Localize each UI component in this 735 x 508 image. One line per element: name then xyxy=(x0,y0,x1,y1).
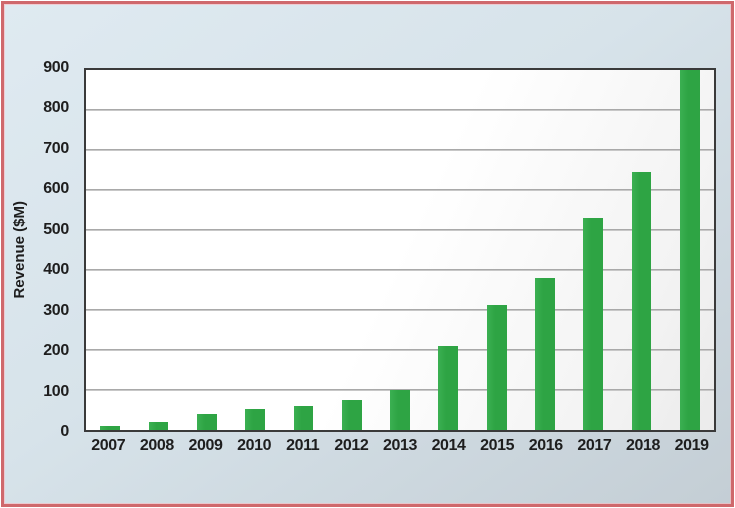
bar-slot-2013 xyxy=(376,70,424,430)
bar-2015 xyxy=(486,305,507,430)
bar-slot-2009 xyxy=(183,70,231,430)
bar-2019 xyxy=(680,70,700,430)
bar-2014 xyxy=(438,346,459,430)
y-tick-label-400: 400 xyxy=(43,261,69,279)
x-tick-label-2018: 2018 xyxy=(626,437,660,454)
gridline-200 xyxy=(86,349,714,352)
y-tick-label-200: 200 xyxy=(43,342,69,360)
gridline-300 xyxy=(86,309,714,311)
plot-area xyxy=(84,68,716,432)
y-tick-label-600: 600 xyxy=(43,180,69,198)
x-tick-label-2014: 2014 xyxy=(431,437,466,454)
bar-slot-2014 xyxy=(424,70,472,430)
x-tick-label-2017: 2017 xyxy=(577,437,612,454)
x-tick-label-2013: 2013 xyxy=(382,437,417,454)
bar-slot-2019 xyxy=(666,70,714,430)
x-tick-label-2015: 2015 xyxy=(480,437,515,454)
y-tick-label-900: 900 xyxy=(43,59,69,76)
x-tick-label-2019: 2019 xyxy=(674,437,709,454)
bar-2010 xyxy=(245,409,265,430)
bar-2007 xyxy=(100,426,121,430)
gridline-700 xyxy=(86,149,714,151)
x-tick-label-2012: 2012 xyxy=(334,437,369,454)
bar-2018 xyxy=(631,172,652,430)
x-tick-label-2011: 2011 xyxy=(286,437,320,454)
x-tick-label-2010: 2010 xyxy=(237,437,272,454)
bar-2011 xyxy=(293,406,314,430)
x-tick-label-2016: 2016 xyxy=(528,437,563,454)
bar-slot-2008 xyxy=(134,70,182,430)
y-tick-label-700: 700 xyxy=(43,139,69,157)
x-axis-labels: 2007 2008 2009 2010 2011 2012 2013 2014 2015 2016… xyxy=(84,437,716,455)
bars xyxy=(86,70,714,430)
x-tick-label-2007: 2007 xyxy=(91,437,126,454)
gridline-500 xyxy=(86,229,714,231)
bar-slot-2015 xyxy=(473,70,521,430)
bar-2012 xyxy=(341,400,362,430)
x-tick-label-2009: 2009 xyxy=(188,437,223,454)
y-tick-label-100: 100 xyxy=(43,382,69,400)
y-tick-label-800: 800 xyxy=(43,99,69,117)
bar-slot-2018 xyxy=(617,70,665,430)
y-axis-ticks: 0 100 200 300 400 500 600 700 800 900 xyxy=(30,59,78,440)
bar-slot-2007 xyxy=(86,70,134,430)
y-axis-title-text: Revenue ($M) xyxy=(10,201,28,299)
bar-2017 xyxy=(583,218,604,430)
bar-2013 xyxy=(390,390,410,430)
y-tick-label-300: 300 xyxy=(43,301,69,319)
gridline-400 xyxy=(86,269,714,272)
y-tick-label-0: 0 xyxy=(60,423,69,440)
bar-slot-2016 xyxy=(521,70,569,430)
bar-slot-2012 xyxy=(328,70,376,430)
gridline-600 xyxy=(86,189,714,191)
bar-slot-2017 xyxy=(569,70,617,430)
bar-slot-2010 xyxy=(231,70,279,430)
bar-slot-2011 xyxy=(279,70,327,430)
bar-2009 xyxy=(196,414,217,430)
y-tick-label-500: 500 xyxy=(43,220,69,238)
bar-2016 xyxy=(535,278,555,430)
bar-2008 xyxy=(148,422,169,430)
x-tick-label-2008: 2008 xyxy=(139,437,174,454)
gridline-800 xyxy=(86,109,714,112)
